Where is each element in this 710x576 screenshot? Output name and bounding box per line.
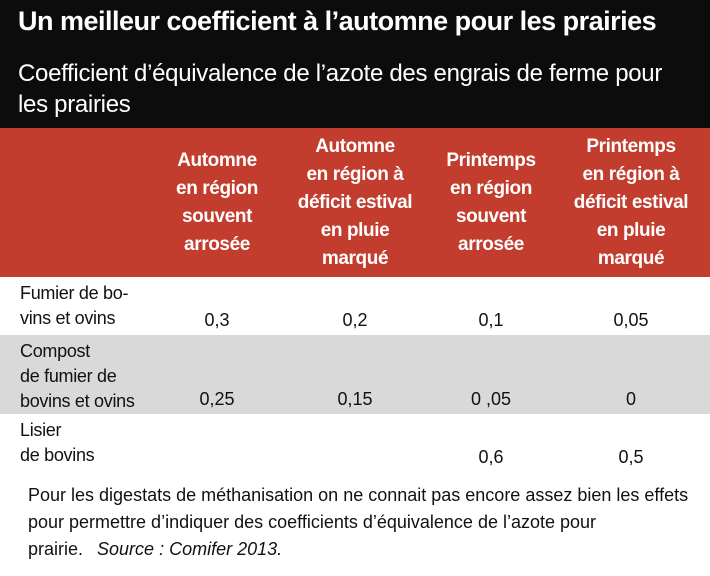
column-header-spring-wet: Printemps en région souvent arrosée xyxy=(446,149,536,255)
page-title: Un meilleur coefficient à l’automne pour… xyxy=(18,6,657,36)
column-header-spring-dry: Printemps en région à déficit estival en… xyxy=(573,135,689,269)
footnote-text: Pour les digestats de méthanisation on n… xyxy=(28,485,689,559)
table-row-fumier: Fumier de bo- vins et ovins 0,3 0,2 0,1 … xyxy=(0,277,710,335)
row-label: Lisier de bovins xyxy=(20,420,95,465)
column-header-autumn-dry: Automne en région à déficit estival en p… xyxy=(297,135,413,269)
header-band: Un meilleur coefficient à l’automne pour… xyxy=(0,0,710,128)
table-cell: 0,05 xyxy=(613,310,649,330)
table-cell: 0,25 xyxy=(199,389,235,409)
table-cell: 0,6 xyxy=(478,447,504,467)
table-cell: 0,1 xyxy=(478,310,504,330)
column-header-autumn-wet: Automne en région souvent arrosée xyxy=(176,149,258,255)
table-cell: 0 xyxy=(625,389,636,409)
table-cell: 0,15 xyxy=(337,389,373,409)
source-credit: Source : Comifer 2013. xyxy=(97,539,283,559)
footnote: Pour les digestats de méthanisation on n… xyxy=(28,482,698,563)
page-subtitle: Coefficient d’équivalence de l’azote des… xyxy=(18,60,663,118)
table-cell: 0,5 xyxy=(618,447,644,467)
table-row-lisier: Lisier de bovins 0,6 0,5 xyxy=(0,414,710,472)
row-label: Compost de fumier de bovins et ovins xyxy=(20,341,135,411)
table-cell: 0 ,05 xyxy=(470,389,512,409)
column-header-band: Automne en région souvent arrosée Automn… xyxy=(0,128,710,277)
table-cell: 0,2 xyxy=(342,310,368,330)
table-row-compost: Compost de fumier de bovins et ovins 0,2… xyxy=(0,335,710,414)
row-label: Fumier de bo- vins et ovins xyxy=(20,283,129,328)
table-cell: 0,3 xyxy=(204,310,230,330)
